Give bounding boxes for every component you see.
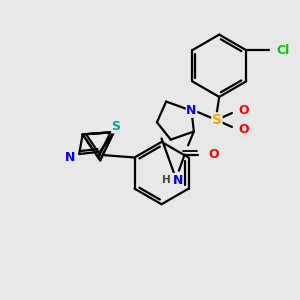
Text: N: N [65, 151, 75, 164]
Text: Cl: Cl [277, 44, 290, 57]
Text: N: N [186, 104, 197, 117]
Text: O: O [208, 148, 219, 161]
Text: S: S [112, 120, 121, 133]
Text: N: N [172, 173, 183, 187]
Text: O: O [238, 123, 249, 136]
Text: O: O [238, 104, 249, 117]
Text: H: H [162, 175, 170, 185]
Text: S: S [212, 113, 222, 127]
